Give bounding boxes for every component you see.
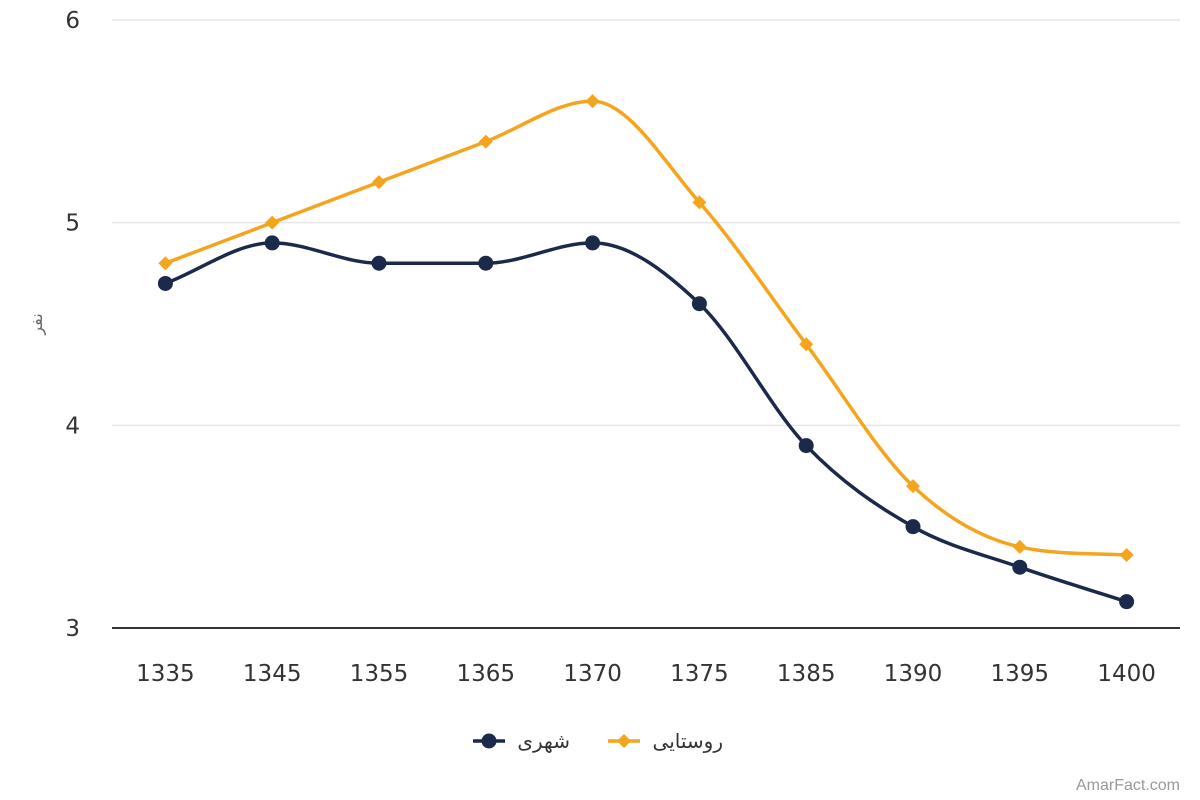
series-group bbox=[157, 94, 1135, 610]
y-axis-ticks: 3 4 5 6 bbox=[65, 8, 80, 642]
data-point[interactable] bbox=[798, 438, 814, 454]
data-point[interactable] bbox=[157, 275, 173, 291]
y-tick-label: 6 bbox=[65, 8, 80, 34]
legend-label: روستایی bbox=[653, 729, 723, 753]
data-point[interactable] bbox=[265, 215, 280, 230]
x-tick-label: 1345 bbox=[243, 661, 302, 687]
y-tick-label: 5 bbox=[65, 211, 80, 237]
data-point[interactable] bbox=[799, 337, 814, 352]
x-tick-label: 1355 bbox=[350, 661, 409, 687]
data-point[interactable] bbox=[905, 519, 921, 535]
legend-item[interactable]: شهری bbox=[473, 729, 570, 753]
x-axis-ticks: 1335 1345 1355 1365 1370 1375 1385 1390 1395 1400 bbox=[136, 661, 1156, 687]
y-axis-label: نفر bbox=[27, 313, 47, 335]
data-point[interactable] bbox=[1119, 548, 1134, 563]
legend[interactable]: شهری روستایی bbox=[473, 729, 723, 753]
y-tick-label: 4 bbox=[65, 413, 80, 439]
data-point[interactable] bbox=[264, 235, 280, 251]
data-point[interactable] bbox=[1012, 539, 1027, 554]
x-tick-label: 1390 bbox=[884, 661, 943, 687]
data-point[interactable] bbox=[478, 134, 493, 149]
data-point[interactable] bbox=[158, 256, 173, 271]
x-tick-label: 1370 bbox=[563, 661, 622, 687]
data-point[interactable] bbox=[372, 175, 386, 190]
data-point[interactable] bbox=[371, 255, 387, 271]
series-0 bbox=[157, 235, 1135, 610]
data-point[interactable] bbox=[585, 235, 601, 251]
data-point[interactable] bbox=[906, 479, 920, 494]
x-tick-label: 1395 bbox=[991, 661, 1050, 687]
legend-item[interactable]: روستایی bbox=[608, 729, 723, 753]
data-point[interactable] bbox=[691, 296, 707, 312]
legend-label: شهری bbox=[517, 729, 570, 753]
x-tick-label: 1385 bbox=[777, 661, 836, 687]
data-point[interactable] bbox=[1119, 594, 1135, 610]
data-point[interactable] bbox=[478, 255, 494, 271]
series-line[interactable] bbox=[164, 241, 1128, 604]
x-tick-label: 1375 bbox=[670, 661, 729, 687]
data-point[interactable] bbox=[1012, 559, 1028, 575]
series-1 bbox=[158, 94, 1134, 563]
x-tick-label: 1335 bbox=[136, 661, 195, 687]
x-tick-label: 1400 bbox=[1097, 661, 1156, 687]
legend-marker[interactable] bbox=[481, 733, 497, 749]
legend-marker[interactable] bbox=[617, 734, 631, 748]
series-line[interactable] bbox=[164, 99, 1127, 557]
data-point[interactable] bbox=[692, 195, 707, 210]
grid-lines bbox=[112, 19, 1180, 427]
data-point[interactable] bbox=[585, 94, 600, 109]
x-tick-label: 1365 bbox=[457, 661, 516, 687]
credit-text[interactable]: AmarFact.com bbox=[1076, 777, 1180, 794]
y-tick-label: 3 bbox=[65, 616, 80, 642]
